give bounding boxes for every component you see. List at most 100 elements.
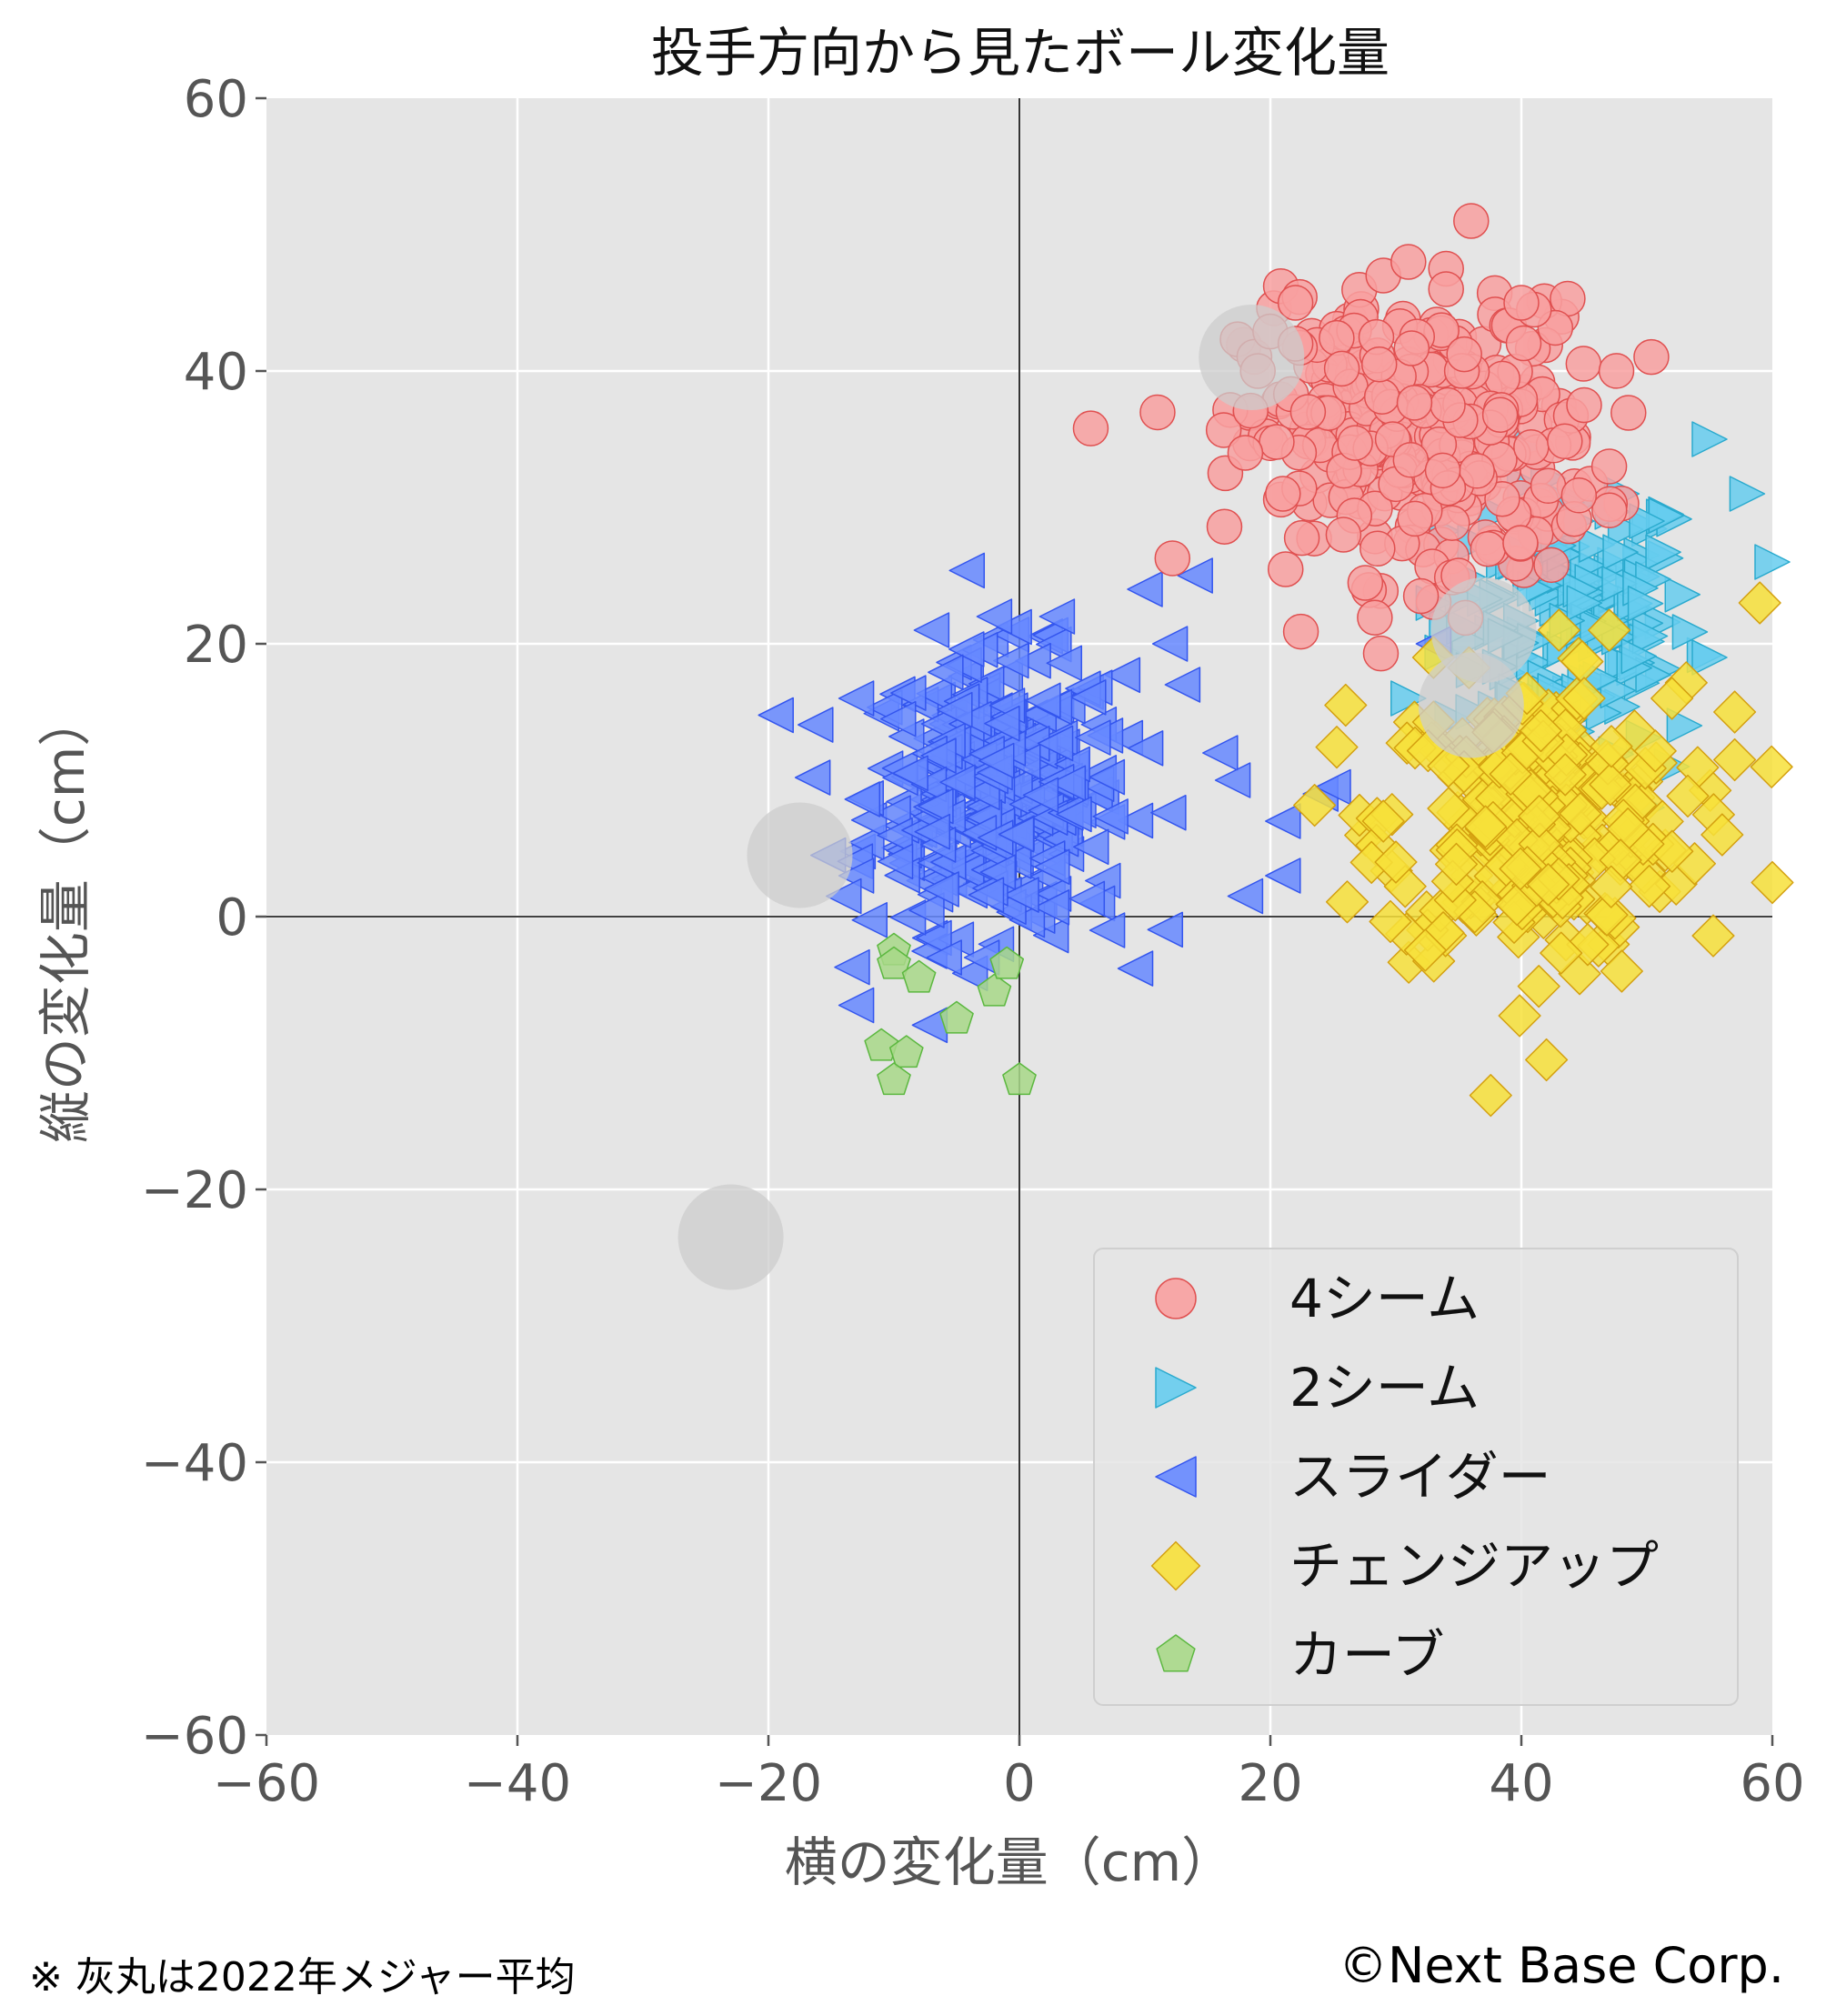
point-triangle-left [838, 680, 875, 717]
legend-item: 2シーム [1155, 1357, 1480, 1419]
point-triangle-right [1629, 503, 1665, 539]
point-triangle-left [998, 816, 1035, 853]
point-triangle-left [1033, 889, 1070, 926]
point-diamond [1588, 608, 1631, 652]
point-triangle-left [1265, 858, 1301, 894]
point-diamond [1589, 763, 1632, 807]
point-diamond [1325, 880, 1370, 924]
x-tick-label: 0 [1003, 1754, 1036, 1813]
y-tick-label: −40 [141, 1434, 248, 1493]
y-tick-label: 60 [184, 70, 248, 129]
legend-marker [1156, 1634, 1196, 1672]
point-circle [1533, 547, 1570, 584]
legend-item: チェンジアップ [1150, 1535, 1659, 1597]
legend-item: カーブ [1156, 1624, 1445, 1686]
point-diamond [1633, 729, 1677, 773]
point-triangle-left [844, 781, 881, 817]
point-triangle-left [948, 631, 985, 667]
point-circle [1259, 424, 1295, 460]
point-pentagon [901, 959, 937, 993]
point-diamond [1517, 965, 1560, 1008]
point-circle [1139, 394, 1176, 431]
reference-circle [1199, 305, 1305, 410]
point-diamond [1526, 863, 1570, 907]
point-triangle-left [1025, 682, 1061, 719]
point-pentagon [989, 946, 1025, 979]
data-points [757, 203, 1794, 1118]
point-triangle-left [1150, 794, 1187, 831]
point-triangle-left [920, 737, 957, 774]
point-diamond [1566, 923, 1610, 967]
credit: ©Next Base Corp. [1338, 1937, 1784, 1994]
point-circle [1446, 336, 1482, 373]
point-diamond [1315, 726, 1359, 769]
reference-circle [1430, 577, 1537, 683]
point-circle [1347, 565, 1384, 601]
point-triangle-left [826, 878, 862, 915]
point-circle [1610, 395, 1647, 431]
point-circle [1566, 386, 1602, 424]
y-tick-label: 0 [216, 888, 248, 948]
point-triangle-left [908, 892, 945, 928]
point-circle [1323, 350, 1360, 387]
point-circle [1205, 412, 1242, 448]
point-diamond [1590, 725, 1633, 768]
point-circle [1547, 423, 1583, 460]
point-triangle-left [798, 707, 834, 743]
point-circle [1633, 338, 1670, 376]
point-triangle-left [1117, 802, 1154, 839]
point-circle [1513, 428, 1550, 466]
reference-points [677, 305, 1537, 1290]
point-circle [1470, 531, 1507, 567]
point-triangle-left [916, 675, 953, 712]
point-diamond [1600, 949, 1643, 993]
point-circle [1560, 477, 1598, 514]
y-tick-label: −60 [141, 1707, 248, 1766]
legend-label: 4シーム [1289, 1268, 1480, 1329]
point-triangle-left [1070, 679, 1107, 716]
point-triangle-left [1056, 796, 1092, 833]
point-triangle-left [794, 759, 831, 796]
point-circle [1283, 519, 1320, 557]
point-triangle-left [851, 901, 888, 938]
point-triangle-right [1645, 534, 1681, 570]
point-diamond [1590, 865, 1633, 908]
y-tick-label: 20 [184, 616, 248, 675]
point-circle [1530, 467, 1567, 505]
point-circle [1402, 577, 1440, 615]
point-diamond [1293, 784, 1337, 827]
point-triangle-left [1073, 828, 1109, 866]
point-triangle-left [993, 642, 1029, 679]
point-pentagon [888, 1035, 924, 1068]
point-pentagon [1002, 1062, 1037, 1096]
x-tick-label: −60 [213, 1754, 320, 1813]
point-diamond [1427, 787, 1470, 830]
point-diamond [1499, 847, 1542, 890]
point-circle [1357, 599, 1393, 636]
point-circle [1206, 508, 1243, 545]
point-diamond [1691, 914, 1735, 958]
point-triangle-left [916, 919, 952, 957]
point-circle [1565, 346, 1602, 382]
point-diamond [1519, 709, 1562, 753]
point-diamond [1543, 753, 1587, 797]
legend-marker [1155, 1278, 1197, 1319]
point-diamond [1562, 677, 1606, 720]
point-triangle-left [914, 813, 951, 850]
point-circle [1505, 325, 1542, 362]
x-tick-label: 60 [1740, 1754, 1804, 1813]
point-triangle-left [1147, 911, 1184, 948]
point-triangle-left [956, 700, 992, 737]
point-triangle-left [890, 675, 927, 711]
point-triangle-left [1202, 735, 1239, 771]
point-triangle-right [1666, 707, 1703, 744]
point-circle [1362, 635, 1400, 672]
point-triangle-left [1214, 762, 1251, 798]
x-tick-label: −20 [715, 1754, 822, 1813]
legend-label: スライダー [1289, 1446, 1551, 1508]
point-circle [1428, 271, 1464, 307]
legend-label: カーブ [1289, 1624, 1445, 1686]
point-triangle-left [1036, 626, 1072, 663]
point-diamond [1650, 677, 1694, 720]
point-diamond [1713, 690, 1757, 734]
